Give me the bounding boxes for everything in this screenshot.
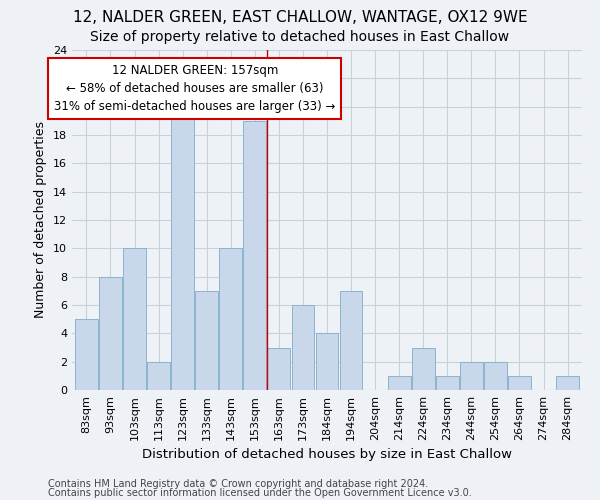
Bar	[484, 362, 507, 390]
Text: Contains HM Land Registry data © Crown copyright and database right 2024.: Contains HM Land Registry data © Crown c…	[48, 479, 428, 489]
Text: Size of property relative to detached houses in East Challow: Size of property relative to detached ho…	[91, 30, 509, 44]
Bar	[556, 376, 579, 390]
Bar	[147, 362, 170, 390]
Bar	[75, 319, 98, 390]
Bar	[292, 305, 314, 390]
Bar	[268, 348, 290, 390]
Bar	[388, 376, 410, 390]
Bar	[460, 362, 483, 390]
Bar	[508, 376, 531, 390]
Text: 12 NALDER GREEN: 157sqm
← 58% of detached houses are smaller (63)
31% of semi-de: 12 NALDER GREEN: 157sqm ← 58% of detache…	[54, 64, 335, 113]
Text: 12, NALDER GREEN, EAST CHALLOW, WANTAGE, OX12 9WE: 12, NALDER GREEN, EAST CHALLOW, WANTAGE,…	[73, 10, 527, 25]
Bar	[412, 348, 434, 390]
Bar	[220, 248, 242, 390]
X-axis label: Distribution of detached houses by size in East Challow: Distribution of detached houses by size …	[142, 448, 512, 462]
Bar	[123, 248, 146, 390]
Text: Contains public sector information licensed under the Open Government Licence v3: Contains public sector information licen…	[48, 488, 472, 498]
Bar	[171, 106, 194, 390]
Bar	[244, 121, 266, 390]
Y-axis label: Number of detached properties: Number of detached properties	[34, 122, 47, 318]
Bar	[195, 291, 218, 390]
Bar	[99, 276, 122, 390]
Bar	[340, 291, 362, 390]
Bar	[436, 376, 459, 390]
Bar	[316, 334, 338, 390]
